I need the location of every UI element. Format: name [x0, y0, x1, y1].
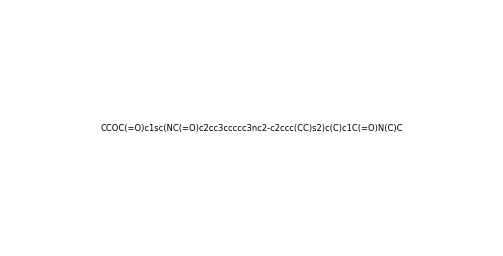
Text: CCOC(=O)c1sc(NC(=O)c2cc3ccccc3nc2-c2ccc(CC)s2)c(C)c1C(=O)N(C)C: CCOC(=O)c1sc(NC(=O)c2cc3ccccc3nc2-c2ccc(… [100, 123, 403, 133]
